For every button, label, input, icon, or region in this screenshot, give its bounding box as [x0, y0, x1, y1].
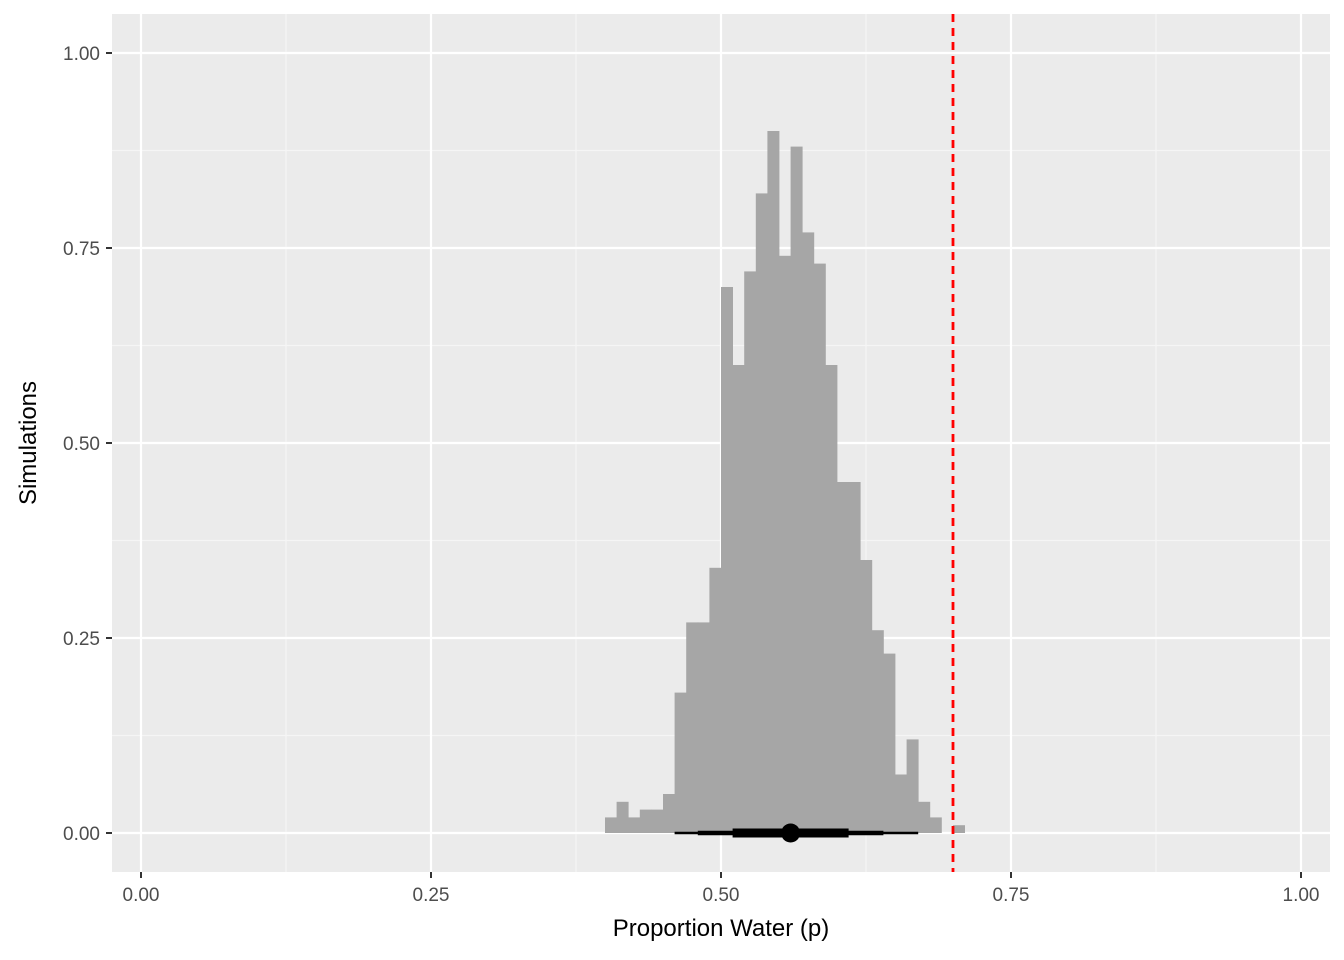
histogram-bar [813, 263, 826, 834]
histogram-bar [825, 365, 838, 833]
y-tick-label: 0.00 [63, 824, 100, 845]
y-tick-label: 1.00 [63, 44, 100, 65]
histogram-bar [837, 482, 849, 833]
histogram-bar [709, 567, 722, 833]
y-axis-title: Simulations [15, 381, 42, 505]
histogram-bars [605, 131, 965, 834]
histogram-bar [860, 560, 873, 833]
histogram-bar [755, 193, 768, 833]
histogram-bar [697, 622, 710, 833]
histogram-bar [790, 146, 803, 834]
histogram-bar [953, 825, 965, 833]
histogram-bar [628, 817, 641, 833]
x-tick-label: 0.50 [703, 885, 740, 906]
y-tick-label: 0.25 [63, 629, 100, 650]
histogram-bar [732, 365, 745, 833]
histogram-bar [605, 817, 617, 833]
y-tick-label: 0.75 [63, 239, 100, 260]
histogram-bar [779, 255, 791, 834]
histogram-bar [929, 817, 942, 833]
histogram-bar [767, 131, 780, 833]
histogram-bar [639, 809, 652, 833]
histogram-bar [802, 232, 815, 833]
histogram-bar [895, 774, 907, 833]
x-tick-label: 0.75 [993, 885, 1030, 906]
histogram-bar [906, 739, 919, 833]
histogram-bar [721, 287, 733, 833]
x-tick-label: 0.00 [123, 885, 160, 906]
histogram-bar [848, 482, 861, 833]
histogram-bar [616, 801, 629, 833]
interval-point [781, 823, 801, 843]
histogram-bar [744, 271, 757, 833]
interval-summary [674, 823, 919, 843]
x-tick-label: 0.25 [413, 885, 450, 906]
y-axis-ticks: 0.00 0.25 0.50 0.75 1.00 [63, 44, 112, 845]
x-axis-title: Proportion Water (p) [613, 915, 830, 942]
histogram-bar [686, 622, 699, 833]
histogram-bar [883, 653, 896, 833]
histogram-bar [651, 809, 664, 833]
x-axis-ticks: 0.00 0.25 0.50 0.75 1.00 [123, 872, 1320, 906]
x-tick-label: 1.00 [1283, 885, 1320, 906]
histogram-bar [918, 801, 931, 833]
histogram-bar [674, 692, 687, 833]
y-tick-label: 0.50 [63, 434, 100, 455]
histogram-bar [871, 630, 884, 833]
histogram-bar [663, 794, 675, 833]
